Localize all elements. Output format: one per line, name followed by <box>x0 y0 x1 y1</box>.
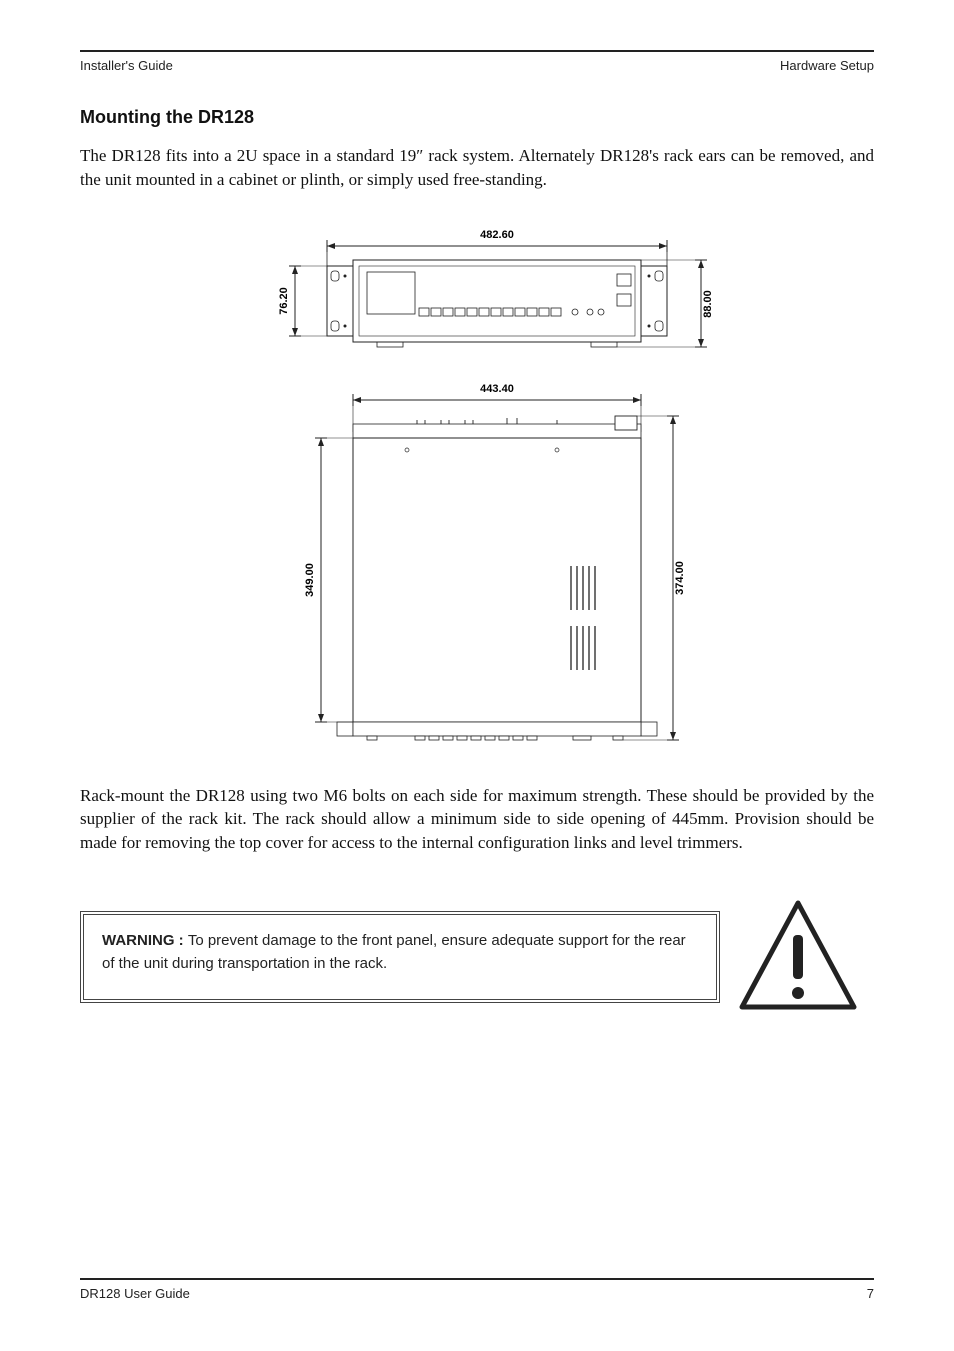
warning-title: WARNING : <box>102 932 188 949</box>
dim-top-depth-right: 374.00 <box>674 561 686 595</box>
dimension-diagram: 482.60 <box>80 216 874 756</box>
footer-left: DR128 User Guide <box>80 1286 190 1301</box>
warning-icon <box>738 897 858 1017</box>
header-left: Installer's Guide <box>80 58 173 73</box>
dim-top-width: 443.40 <box>480 383 514 395</box>
dim-top-depth-left: 349.00 <box>304 563 316 597</box>
footer-page: 7 <box>867 1286 874 1301</box>
section-title: Mounting the DR128 <box>80 107 874 128</box>
header: Installer's Guide Hardware Setup <box>80 50 874 73</box>
dim-front-height-left: 76.20 <box>278 287 290 315</box>
header-right: Hardware Setup <box>780 58 874 73</box>
footer: DR128 User Guide 7 <box>80 1278 874 1301</box>
mounting-paragraph: Rack-mount the DR128 using two M6 bolts … <box>80 784 874 855</box>
warning-body: To prevent damage to the front panel, en… <box>102 932 686 972</box>
dim-front-height-right: 88.00 <box>702 290 714 318</box>
dim-front-width: 482.60 <box>480 229 514 241</box>
intro-paragraph: The DR128 fits into a 2U space in a stan… <box>80 144 874 192</box>
warning-box: WARNING : To prevent damage to the front… <box>80 911 720 1003</box>
